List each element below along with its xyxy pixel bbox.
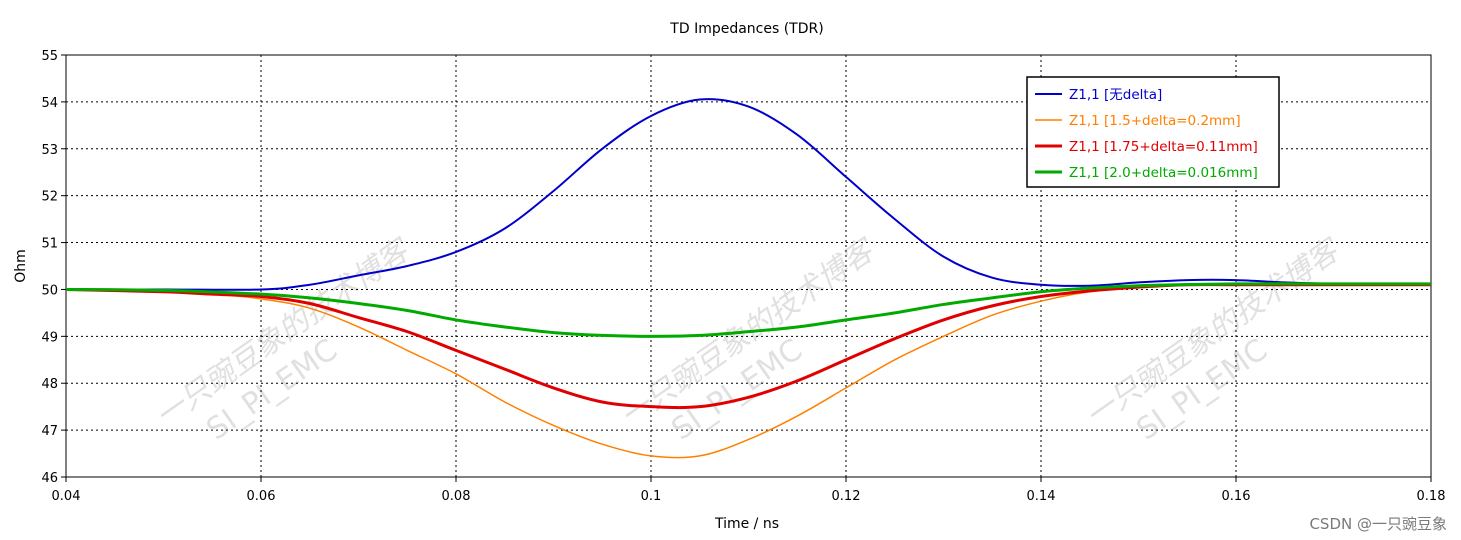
y-tick-label: 50 — [41, 283, 58, 298]
y-tick-label: 52 — [41, 190, 58, 205]
x-tick-label: 0.16 — [1222, 489, 1251, 504]
series-line-4 — [65, 282, 1431, 338]
y-tick-label: 48 — [41, 377, 58, 392]
x-axis-label: Time / ns — [714, 516, 779, 532]
y-tick-label: 55 — [41, 49, 58, 64]
svg-text:一只豌豆象的技术博客: 一只豌豆象的技术博客 — [1079, 232, 1348, 435]
legend: Z1,1 [无delta] Z1,1 [1.5+delta=0.2mm] Z1,1 … — [1026, 76, 1280, 188]
series-layer — [65, 98, 1432, 459]
x-tick-label: 0.06 — [247, 489, 276, 504]
y-tick-label: 49 — [41, 330, 58, 345]
legend-entry: Z1,1 [无delta] — [1069, 87, 1162, 103]
y-tick-label: 54 — [41, 96, 58, 111]
y-axis-label: Ohm — [13, 249, 29, 283]
svg-text:一只豌豆象的技术博客: 一只豌豆象的技术博客 — [149, 232, 418, 435]
legend-entry: Z1,1 [1.5+delta=0.2mm] — [1069, 113, 1241, 129]
axis-layer: 0.04 0.06 0.08 0.1 0.12 0.14 0.16 0.18 46 47 48 49 5… — [41, 49, 1445, 504]
x-tick-label: 0.12 — [832, 489, 861, 504]
x-tick-label: 0.18 — [1417, 489, 1446, 504]
chart-title: TD Impedances (TDR) — [669, 21, 823, 37]
y-tick-label: 51 — [41, 237, 58, 252]
x-tick-label: 0.1 — [641, 489, 662, 504]
y-tick-label: 47 — [41, 424, 58, 439]
x-tick-label: 0.08 — [442, 489, 471, 504]
x-tick-label: 0.14 — [1027, 489, 1056, 504]
legend-entry: Z1,1 [1.75+delta=0.11mm] — [1069, 139, 1258, 155]
series-line-1 — [65, 98, 1432, 291]
y-tick-label: 53 — [41, 143, 58, 158]
legend-entry: Z1,1 [2.0+delta=0.016mm] — [1069, 165, 1258, 181]
legend-box — [1026, 76, 1280, 188]
x-tick-label: 0.04 — [52, 489, 81, 504]
y-tick-label: 46 — [41, 471, 58, 486]
plot-frame — [65, 54, 1432, 478]
csdn-credit: CSDN @一只豌豆象 — [1309, 515, 1447, 533]
